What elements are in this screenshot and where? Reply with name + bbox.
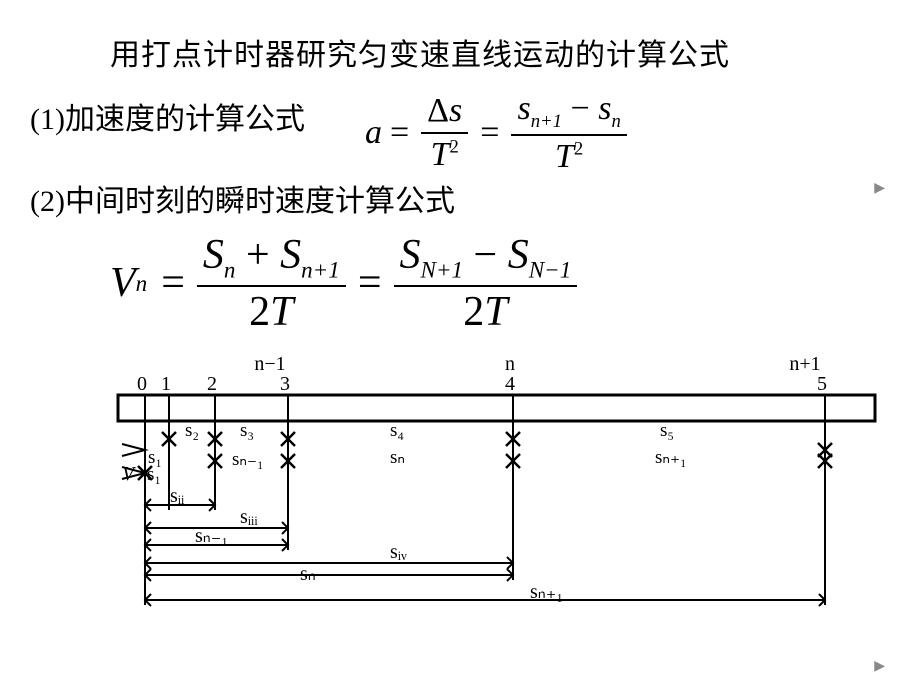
svg-text:s₁: s₁ xyxy=(147,464,161,485)
svg-text:s₃: s₃ xyxy=(240,420,254,441)
svg-text:sᵢᵢ: sᵢᵢ xyxy=(170,485,185,507)
sub-heading-2: (2)中间时刻的瞬时速度计算公式 xyxy=(30,176,890,220)
nav-arrow-icon[interactable]: ▶ xyxy=(874,658,885,675)
page-title: 用打点计时器研究匀变速直线运动的计算公式 xyxy=(110,30,890,74)
svg-text:n: n xyxy=(505,353,515,375)
svg-text:s₂: s₂ xyxy=(185,420,199,441)
svg-text:sₙ₋₁: sₙ₋₁ xyxy=(195,525,228,547)
svg-text:sₙ₋₁: sₙ₋₁ xyxy=(232,449,264,470)
svg-text:2: 2 xyxy=(207,373,217,395)
svg-text:sₙ: sₙ xyxy=(300,563,316,585)
svg-text:0: 0 xyxy=(137,373,147,395)
svg-text:sₙ₊₁: sₙ₊₁ xyxy=(530,581,563,603)
svg-text:sᵢᵥ: sᵢᵥ xyxy=(390,541,407,563)
formula-velocity: Vn = Sn + Sn+1 2T = SN+1 − SN−1 2T xyxy=(110,232,890,335)
svg-text:sₙ: sₙ xyxy=(390,447,405,468)
svg-text:sₙ₊₁: sₙ₊₁ xyxy=(655,447,687,468)
nav-arrow-icon[interactable]: ▶ xyxy=(874,180,885,197)
svg-text:n−1: n−1 xyxy=(254,353,285,375)
svg-text:1: 1 xyxy=(161,373,171,395)
svg-text:n+1: n+1 xyxy=(789,353,820,375)
svg-text:sᵢᵢᵢ: sᵢᵢᵢ xyxy=(240,506,258,528)
svg-text:4: 4 xyxy=(505,373,515,395)
svg-text:s₄: s₄ xyxy=(390,420,404,441)
formula-acceleration: a = Δs T2 = sn+1 − sn T2 xyxy=(365,90,631,176)
svg-text:5: 5 xyxy=(817,373,827,395)
svg-text:s₅: s₅ xyxy=(660,420,674,441)
sub-heading-1: (1)加速度的计算公式 xyxy=(30,94,305,138)
svg-text:V: V xyxy=(122,463,137,485)
svg-text:3: 3 xyxy=(280,373,290,395)
tape-diagram: n−1nn+1012345s₁s₂s₃s₄s₅s₁sₙ₋₁sₙsₙ₊₁Vsᵢᵢs… xyxy=(60,350,900,620)
